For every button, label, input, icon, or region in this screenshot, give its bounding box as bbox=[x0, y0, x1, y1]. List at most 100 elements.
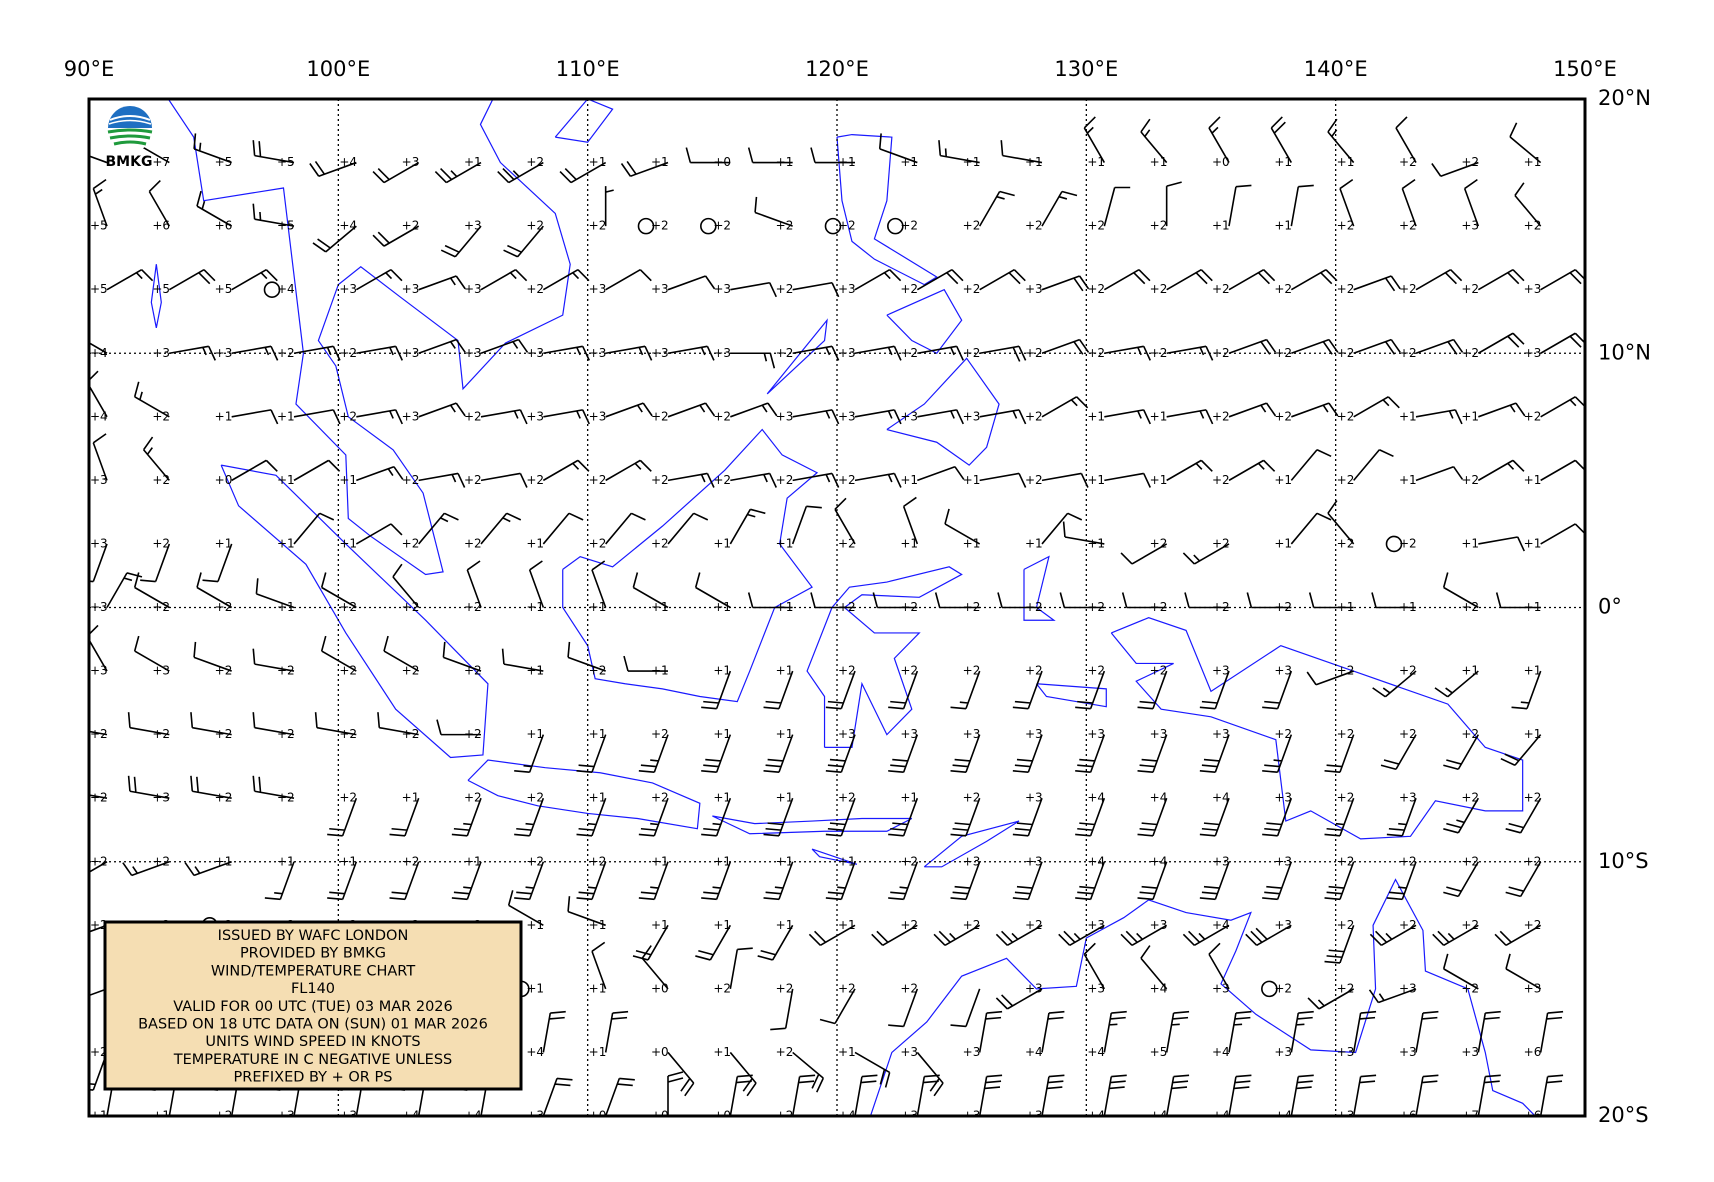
temperature-label: +4 bbox=[526, 1045, 544, 1059]
wind-barb bbox=[1500, 734, 1542, 766]
wind-barb bbox=[372, 225, 420, 247]
wind-barb bbox=[133, 381, 170, 418]
temperature-label: +4 bbox=[1150, 981, 1168, 995]
wind-barb bbox=[1103, 1010, 1127, 1053]
wind-barb bbox=[938, 140, 980, 164]
wind-barb bbox=[763, 734, 794, 774]
wind-barb bbox=[142, 436, 170, 481]
temperature-label: +3 bbox=[90, 664, 108, 678]
temperature-label: +2 bbox=[776, 473, 794, 487]
wind-barb bbox=[701, 670, 732, 710]
wind-barb bbox=[1104, 409, 1151, 425]
temperature-label: +3 bbox=[1524, 981, 1542, 995]
temperature-label: +1 bbox=[589, 727, 607, 741]
wind-barb bbox=[133, 635, 170, 672]
temperature-label: +2 bbox=[215, 791, 233, 805]
info-line: ISSUED BY WAFC LONDON bbox=[218, 928, 409, 944]
temperature-label: +1 bbox=[1274, 155, 1292, 169]
coastline bbox=[923, 820, 1020, 868]
info-line: VALID FOR 00 UTC (TUE) 03 MAR 2026 bbox=[173, 999, 453, 1015]
wind-barb bbox=[1182, 924, 1230, 947]
wind-barb bbox=[1103, 1074, 1127, 1116]
temperature-label: +2 bbox=[651, 409, 669, 423]
temperature-label: +2 bbox=[339, 727, 357, 741]
wind-barb bbox=[1041, 1010, 1065, 1053]
temperature-label: +1 bbox=[589, 981, 607, 995]
temperature-label: +2 bbox=[963, 346, 981, 360]
wind-barb bbox=[1000, 140, 1043, 164]
wind-barb bbox=[1199, 734, 1230, 774]
temperature-label: +1 bbox=[963, 473, 981, 487]
temperature-label: +2 bbox=[215, 1109, 233, 1123]
wind-barb bbox=[641, 945, 669, 990]
info-line: TEMPERATURE IN C NEGATIVE UNLESS bbox=[173, 1052, 452, 1068]
wind-barb bbox=[695, 924, 732, 961]
temperature-label: +1 bbox=[1087, 155, 1105, 169]
temperature-label: +2 bbox=[152, 473, 170, 487]
temperature-label: +1 bbox=[526, 981, 544, 995]
temperature-label: +1 bbox=[713, 791, 731, 805]
temperature-label: +2 bbox=[1337, 664, 1355, 678]
wind-barb bbox=[1075, 670, 1106, 710]
wind-barb bbox=[1324, 925, 1355, 964]
wind-barb bbox=[497, 161, 544, 184]
wind-barb bbox=[620, 161, 669, 177]
lat-label: 10°S bbox=[1598, 849, 1649, 873]
temperature-label: +2 bbox=[464, 600, 482, 614]
wind-barb bbox=[542, 459, 590, 482]
wind-barb bbox=[514, 861, 545, 901]
wind-barb bbox=[92, 433, 108, 481]
temperature-label: +3 bbox=[713, 346, 731, 360]
wind-barb bbox=[1137, 734, 1168, 774]
temperature-label: +3 bbox=[152, 664, 170, 678]
wind-barb bbox=[729, 1074, 753, 1116]
wind-barb bbox=[1228, 268, 1276, 291]
wind-barb bbox=[576, 861, 607, 901]
wind-barb bbox=[950, 861, 981, 901]
wind-barb bbox=[503, 225, 544, 258]
wind-barb bbox=[1075, 797, 1106, 837]
temperature-label: +2 bbox=[1524, 219, 1542, 233]
lon-label: 140°E bbox=[1304, 57, 1368, 81]
temperature-label: +2 bbox=[215, 600, 233, 614]
wind-barb bbox=[255, 578, 295, 609]
wind-barb bbox=[1353, 275, 1401, 292]
temperature-label: +1 bbox=[1087, 473, 1105, 487]
temperature-label: +2 bbox=[1274, 727, 1292, 741]
calm-wind bbox=[700, 217, 717, 235]
map-frame bbox=[87, 97, 1587, 1118]
temperature-label: +4 bbox=[1212, 1045, 1230, 1059]
wind-barb bbox=[1539, 1074, 1564, 1116]
temperature-label: +6 bbox=[1399, 1109, 1417, 1123]
wind-barb bbox=[810, 592, 855, 609]
wind-barb bbox=[792, 1051, 825, 1093]
temperature-label: +1 bbox=[1150, 155, 1168, 169]
temperature-label: +2 bbox=[1337, 727, 1355, 741]
wind-barb bbox=[480, 512, 522, 545]
wind-barb bbox=[1307, 988, 1355, 1010]
temperature-label: +1 bbox=[526, 727, 544, 741]
temperature-label: +3 bbox=[1025, 727, 1043, 741]
wind-barb bbox=[169, 345, 216, 361]
temperature-label: +3 bbox=[526, 409, 544, 423]
wind-barb bbox=[418, 338, 466, 355]
temperature-label: +2 bbox=[1150, 282, 1168, 296]
temperature-label: +1 bbox=[651, 854, 669, 868]
wind-barb bbox=[1308, 592, 1354, 609]
wind-barb bbox=[1166, 345, 1214, 361]
wind-barb bbox=[1041, 396, 1089, 418]
temperature-label: +1 bbox=[776, 791, 794, 805]
lon-label: 120°E bbox=[805, 57, 869, 81]
temperature-label: +2 bbox=[589, 473, 607, 487]
coastline bbox=[806, 566, 963, 748]
wind-barb bbox=[933, 924, 981, 947]
wind-barb bbox=[917, 465, 965, 482]
temperature-label: +2 bbox=[1212, 473, 1230, 487]
wind-barb bbox=[1140, 118, 1168, 164]
lon-label: 90°E bbox=[64, 57, 115, 81]
temperature-label: +4 bbox=[1150, 854, 1168, 868]
wind-barb bbox=[917, 409, 964, 425]
wind-barb bbox=[632, 924, 669, 961]
wind-barb bbox=[543, 345, 590, 361]
lat-label: 20°N bbox=[1598, 86, 1651, 110]
